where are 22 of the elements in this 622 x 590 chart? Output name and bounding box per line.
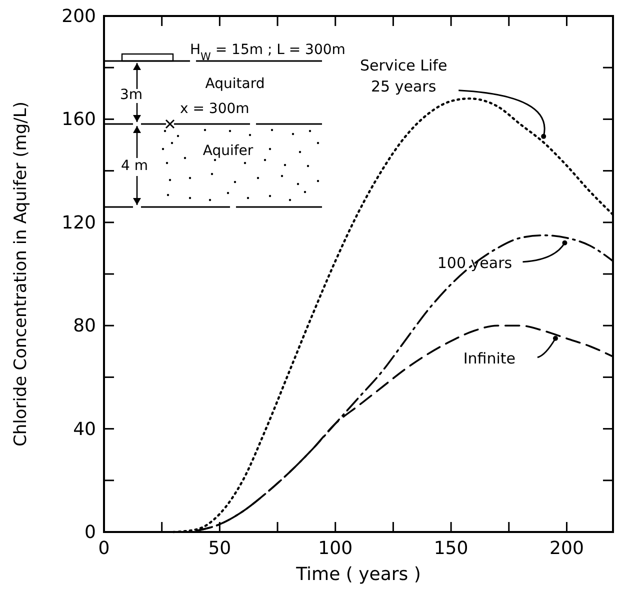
- x-tick-label: 0: [98, 538, 110, 559]
- y-tick-label: 200: [62, 6, 96, 27]
- x-tick-label: 200: [550, 538, 584, 559]
- y-tick-label: 80: [73, 316, 96, 337]
- y-tick-label: 0: [84, 522, 96, 543]
- annotation: Aquifer: [202, 143, 254, 159]
- x-axis-title: Time ( years ): [295, 564, 421, 585]
- annotation: Infinite: [463, 349, 516, 368]
- x-tick-label: 150: [434, 538, 468, 559]
- annotation: 4 m: [121, 158, 148, 174]
- annotation: Service Life 25 years: [360, 56, 448, 96]
- annotation: H$_{W}$ = 15m ; L = 300m: [190, 42, 346, 63]
- annotation: x = 300m: [180, 101, 250, 117]
- x-tick-label: 100: [318, 538, 353, 559]
- y-tick-label: 120: [62, 212, 96, 234]
- annotation: 3m: [120, 87, 143, 103]
- annotation: 100 years: [437, 254, 512, 272]
- y-tick-label: 40: [73, 418, 96, 440]
- y-tick-label: 160: [62, 109, 96, 130]
- y-axis-title: Chloride Concentration in Aquifer (mg/L): [11, 102, 31, 446]
- x-tick-label: 50: [208, 538, 232, 559]
- annotation: Aquitard: [205, 76, 265, 92]
